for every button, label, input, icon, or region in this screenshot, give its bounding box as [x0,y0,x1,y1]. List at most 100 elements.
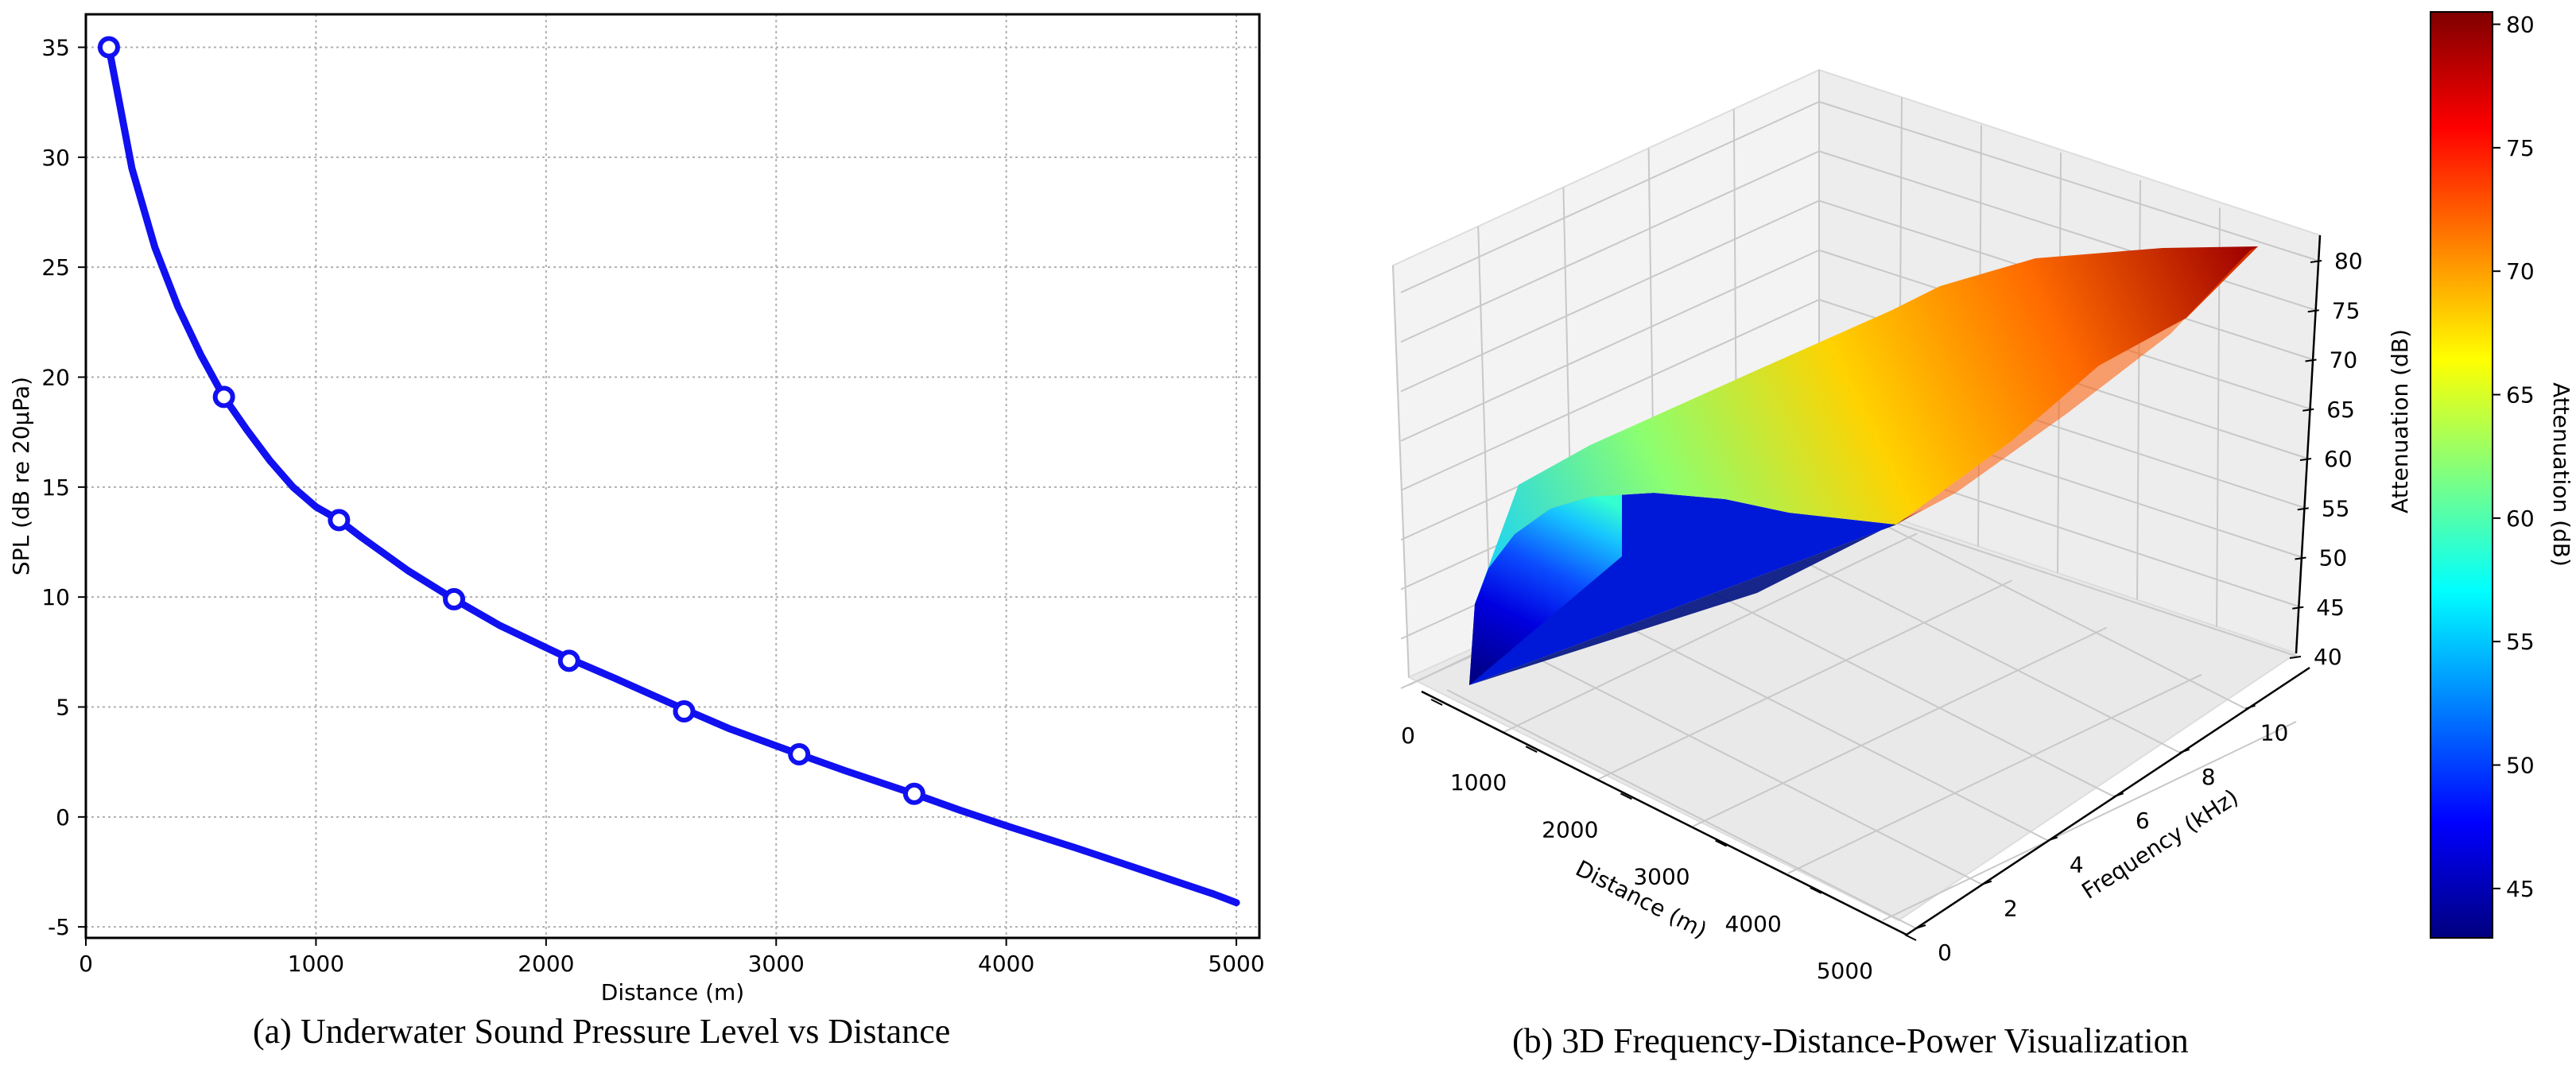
attenuation-tick-mark [2292,606,2304,610]
distance-axis-line [1421,690,1907,936]
back-wall-gridline [1392,265,1410,678]
frequency-tick-label: 6 [2136,808,2150,834]
x-axis-ticks: 0 1000 2000 3000 4000 5000 [79,938,1265,977]
side-wall-z-gridline [1818,150,2317,312]
caption-b: (b) 3D Frequency-Distance-Power Visualiz… [1512,1021,2189,1060]
plot-area [86,14,1259,938]
surface-front-face [1469,494,1622,685]
frequency-tick-mark [1981,880,1992,885]
spl-marker [902,782,925,805]
frequency-tick-mark [2245,704,2256,710]
y-axis-ticks: -5 0 5 10 15 20 25 30 35 [41,35,86,940]
distance-tick-label: 4000 [1725,911,1782,937]
surface-chart: 0 1000 2000 3000 4000 5000 0 2 4 6 8 10 40 45 50 55 60… [1391,11,2574,984]
attenuation-tick-mark [2307,309,2319,313]
frequency-axis-line [1906,666,2310,936]
y-tick-label: 25 [41,254,70,281]
spl-marker [557,649,580,672]
distance-tick-label: 0 [1401,722,1415,749]
frequency-ticks: 0 2 4 6 8 10 [1915,704,2289,966]
floor-gridline [1787,673,2202,874]
spl-marker [673,700,696,723]
attenuation-tick-mark [2310,260,2322,263]
x-tick-label: 1000 [288,951,344,977]
floor-gridline [1578,601,2049,842]
x-tick-label: 2000 [518,951,574,977]
colorbar-ticks: 45 50 55 60 65 70 75 80 [2493,12,2535,902]
colorbar-tick-label: 80 [2506,12,2535,38]
y-tick-label: 0 [56,804,70,831]
attenuation-tick-mark [2297,507,2309,511]
frequency-tick-label: 0 [1938,939,1952,966]
spl-marker [443,587,466,610]
spl-chart: 0 1000 2000 3000 4000 5000 -5 0 5 10 15 20 25 30 35 D… [8,13,1265,1005]
frequency-tick-label: 8 [2202,764,2216,790]
side-wall-z-gridline [1818,497,2299,657]
attenuation-tick-mark [2302,408,2314,412]
distance-tick-mark [1810,886,1822,894]
colorbar-tick-label: 70 [2506,258,2535,285]
back-wall-z-gridline [1400,150,1820,343]
caption-a: (a) Underwater Sound Pressure Level vs D… [253,1012,951,1051]
frequency-tick-mark [2047,836,2058,842]
3d-grid-lines [1392,70,2319,929]
attenuation-tick-label: 70 [2330,347,2358,374]
frequency-tick-label: 2 [2004,896,2018,922]
floor-gridline [1597,579,2012,781]
spl-marker [212,385,235,409]
distance-ticks: 0 1000 2000 3000 4000 5000 [1401,699,1917,984]
distance-tick-mark [1525,746,1538,753]
frequency-tick-label: 4 [2070,851,2084,877]
y-tick-label: 30 [41,145,70,171]
floor-gridline [1882,721,2297,921]
attenuation-tick-label: 75 [2332,297,2361,323]
x-tick-label: 4000 [978,951,1034,977]
y-tick-label: 35 [41,35,70,61]
x-tick-label: 0 [79,951,93,977]
back-wall-z-gridline [1400,101,1820,293]
spl-markers [97,36,925,805]
attenuation-tick-label: 40 [2314,644,2342,670]
attenuation-axis-line [2295,234,2322,654]
x-tick-label: 3000 [748,951,805,977]
x-tick-label: 5000 [1208,951,1264,977]
y-tick-label: 10 [41,584,70,610]
distance-tick-mark [1430,699,1443,706]
frequency-tick-mark [2113,792,2124,798]
back-wall-z-gridline [1400,249,1820,442]
colorbar-tick-label: 75 [2506,135,2535,161]
colorbar-tick-label: 60 [2506,506,2535,532]
attenuation-tick-mark [2299,458,2312,461]
colorbar [2430,11,2493,939]
attenuation-tick-label: 65 [2326,397,2355,423]
floor-gridline [1446,689,1917,929]
distance-tick-mark [1904,934,1917,941]
distance-tick-label: 3000 [1633,864,1690,890]
frequency-tick-mark [2179,748,2190,753]
attenuation-tick-label: 45 [2316,595,2345,621]
spl-marker [328,509,351,532]
attenuation-tick-mark [2305,358,2317,362]
floor-gridline [1693,626,2108,827]
back-wall-z-gridline [1400,299,1820,491]
distance-tick-label: 1000 [1450,769,1507,796]
distance-tick-label: 2000 [1542,816,1598,843]
colorbar-label: Attenuation (dB) [2548,382,2574,567]
attenuation-ticks: 40 45 50 55 60 65 70 75 80 [2289,248,2363,670]
side-wall-z-gridline [1818,101,2319,261]
y-tick-label: 15 [41,475,70,501]
x-axis-label: Distance (m) [601,979,744,1005]
surface-top [1475,246,2258,604]
floor-gridline [1512,645,1983,885]
attenuation-tick-label: 80 [2334,248,2363,274]
colorbar-tick-label: 55 [2506,629,2535,655]
surface-right-shade [1896,246,2258,525]
distance-tick-label: 5000 [1817,958,1873,984]
y-axis-label: SPL (dB re 20μPa) [8,377,34,575]
frequency-tick-label: 10 [2260,720,2289,746]
colorbar-tick-label: 50 [2506,753,2535,779]
distance-tick-mark [1620,792,1632,800]
grid [85,14,1259,938]
frequency-tick-mark [1915,924,1926,929]
